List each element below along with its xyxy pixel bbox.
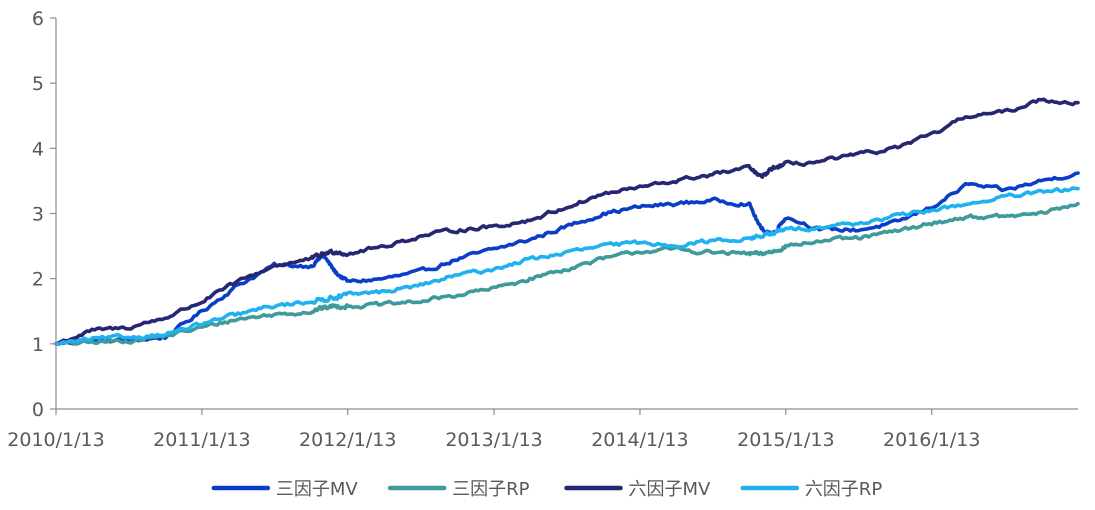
y-axis-ticks: 0 1 2 3 4 5 6 — [32, 8, 56, 421]
legend: 三因子MV 三因子RP 六因子MV 六因子RP — [211, 479, 883, 500]
x-axis-ticks: 2010/1/13 2011/1/13 2012/1/13 2013/1/13 2014… — [7, 409, 980, 451]
x-tick-label: 2011/1/13 — [153, 429, 250, 451]
series-line-4 — [54, 186, 1080, 347]
y-tick-label: 3 — [32, 204, 44, 226]
y-tick-label: 5 — [32, 73, 44, 95]
x-tick-label: 2010/1/13 — [7, 429, 104, 451]
series-lines — [54, 97, 1080, 347]
y-tick-label: 6 — [32, 8, 44, 30]
y-tick-label: 4 — [32, 138, 44, 160]
series-line-2 — [54, 201, 1080, 346]
x-tick-label: 2015/1/13 — [737, 429, 834, 451]
y-tick-label: 0 — [32, 399, 44, 421]
legend-label-2: 三因子RP — [452, 479, 530, 500]
series-line-3 — [54, 97, 1080, 346]
x-tick-label: 2012/1/13 — [299, 429, 396, 451]
x-tick-label: 2014/1/13 — [591, 429, 688, 451]
y-tick-label: 2 — [32, 269, 44, 291]
legend-label-4: 六因子RP — [805, 479, 883, 500]
legend-label-3: 六因子MV — [629, 479, 712, 500]
x-tick-label: 2013/1/13 — [445, 429, 542, 451]
legend-label-1: 三因子MV — [276, 479, 359, 500]
y-tick-label: 1 — [32, 334, 44, 356]
x-tick-label: 2016/1/13 — [883, 429, 980, 451]
series-line-1 — [54, 171, 1080, 346]
